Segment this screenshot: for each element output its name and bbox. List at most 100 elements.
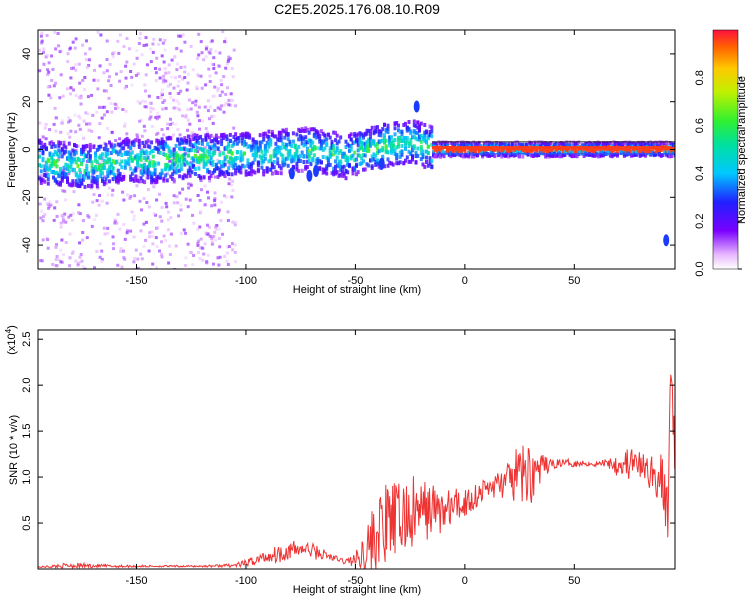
spectrogram-cell bbox=[62, 150, 66, 155]
spectrogram-cell bbox=[73, 150, 76, 155]
spectrogram-cell bbox=[283, 135, 287, 140]
spectrogram-cell bbox=[612, 143, 616, 148]
spectrogram-cell bbox=[129, 174, 133, 179]
spectrogram-cell bbox=[414, 151, 418, 156]
spectrogram-cell bbox=[349, 156, 353, 161]
spectrogram-cell bbox=[279, 145, 283, 150]
spectrogram-cell bbox=[334, 159, 337, 164]
spectrogram-cell bbox=[181, 77, 185, 81]
spectrogram-cell bbox=[200, 138, 204, 143]
spectrogram-cell bbox=[594, 141, 598, 146]
spectrogram-cell bbox=[335, 133, 339, 138]
spectrogram-cell bbox=[43, 197, 47, 201]
spectrogram-cell bbox=[267, 137, 271, 142]
spectrogram-cell bbox=[246, 158, 250, 163]
spectrogram-cell bbox=[151, 171, 155, 176]
chart-title: C2E5.2025.176.08.10.R09 bbox=[274, 1, 440, 17]
spectrogram-cell bbox=[210, 237, 214, 241]
spectrogram-cell bbox=[370, 125, 374, 130]
spectrogram-cell bbox=[101, 171, 104, 176]
spectrogram-cell bbox=[208, 74, 212, 78]
spectrogram-ridge bbox=[38, 119, 675, 189]
spectrogram-cell bbox=[291, 139, 295, 144]
spectrogram-cell bbox=[398, 129, 402, 134]
spectrogram-cell bbox=[440, 141, 444, 146]
spectrogram-cell bbox=[199, 158, 203, 163]
spectrogram-cell bbox=[223, 155, 227, 160]
spectrogram-cell bbox=[81, 177, 85, 182]
spectrogram-cell bbox=[76, 175, 80, 180]
spectrogram-cell bbox=[262, 134, 266, 139]
spectrogram-cell bbox=[414, 160, 418, 165]
spectrogram-cell bbox=[82, 119, 86, 123]
spectrogram-cell bbox=[217, 210, 221, 214]
spectrogram-cell bbox=[64, 162, 68, 167]
spectrogram-cell bbox=[549, 149, 553, 154]
spectrogram-cell bbox=[305, 150, 309, 155]
spectrogram-cell bbox=[326, 163, 330, 168]
spectrogram-cell bbox=[183, 264, 187, 267]
spectrogram-cell bbox=[216, 256, 220, 260]
spectrogram-cell bbox=[178, 146, 182, 151]
spectrogram-cell bbox=[171, 172, 175, 177]
spectrogram-cell bbox=[281, 141, 285, 146]
spectrogram-cell bbox=[248, 135, 252, 140]
spectrogram-cell bbox=[397, 161, 400, 166]
spectrogram-cell bbox=[48, 163, 52, 168]
spectrogram-cell bbox=[150, 125, 154, 128]
spectrogram-cell bbox=[130, 157, 134, 162]
spectrogram-cell bbox=[397, 135, 400, 140]
spectrogram-cell bbox=[122, 249, 125, 253]
spectrogram-cell bbox=[111, 177, 115, 181]
spectrogram-cell bbox=[265, 134, 269, 139]
spectrogram-cell bbox=[253, 151, 257, 156]
spectrogram-cell bbox=[228, 163, 232, 167]
spectrogram-cell bbox=[626, 149, 630, 154]
spectrogram-cell bbox=[201, 258, 205, 262]
spectrogram-cell bbox=[157, 161, 161, 166]
spectrogram-cell bbox=[90, 179, 94, 184]
spectrogram-cell bbox=[400, 143, 404, 148]
spectrogram-cell bbox=[503, 143, 507, 148]
spectrogram-cell bbox=[118, 227, 122, 231]
spectrogram-cell bbox=[47, 206, 51, 210]
spectrogram-cell bbox=[334, 168, 337, 173]
spectrogram-cell bbox=[423, 135, 427, 140]
spectrogram-cell bbox=[370, 141, 374, 146]
spectrogram-cell bbox=[402, 123, 406, 127]
spectrogram-cell bbox=[249, 168, 253, 173]
spectrogram-cell bbox=[202, 58, 206, 62]
spectrogram-cell bbox=[411, 148, 414, 153]
spectrogram-cell bbox=[353, 167, 357, 172]
spectrogram-cell bbox=[87, 171, 90, 176]
spectrogram-cell bbox=[138, 37, 142, 40]
spectrogram-cell bbox=[605, 150, 609, 155]
spectrogram-cell bbox=[381, 154, 385, 159]
spectrogram-cell bbox=[81, 144, 85, 149]
spectrogram-cell bbox=[339, 135, 343, 140]
spectrogram-cell bbox=[312, 134, 316, 139]
spectrogram-cell bbox=[230, 156, 234, 161]
spectrogram-cell bbox=[193, 142, 197, 147]
spectrogram-cell bbox=[242, 133, 246, 138]
spectrogram-cell bbox=[93, 218, 97, 221]
spectrogram-cell bbox=[332, 130, 336, 135]
spectrogram-cell bbox=[85, 143, 89, 148]
spectrogram-cell bbox=[270, 129, 274, 134]
spectrogram-cell bbox=[184, 231, 187, 235]
spectrogram-cell bbox=[99, 168, 103, 173]
spectrogram-cell bbox=[179, 34, 183, 38]
spectrogram-cell bbox=[335, 163, 339, 168]
spectrogram-cell bbox=[369, 129, 372, 133]
spectrogram-cell bbox=[474, 149, 477, 154]
spectrogram-cell bbox=[290, 143, 294, 148]
spectrogram-cell bbox=[204, 55, 208, 59]
spectrogram-cell bbox=[234, 157, 238, 162]
spectrogram-cell bbox=[118, 171, 122, 176]
spectrogram-cell bbox=[151, 242, 155, 246]
spectrogram-cell bbox=[390, 150, 393, 155]
spectrogram-cell bbox=[283, 158, 287, 163]
spectrogram-cell bbox=[629, 153, 633, 158]
spectrogram-cell bbox=[384, 145, 388, 150]
spectrogram-cell bbox=[226, 263, 230, 266]
